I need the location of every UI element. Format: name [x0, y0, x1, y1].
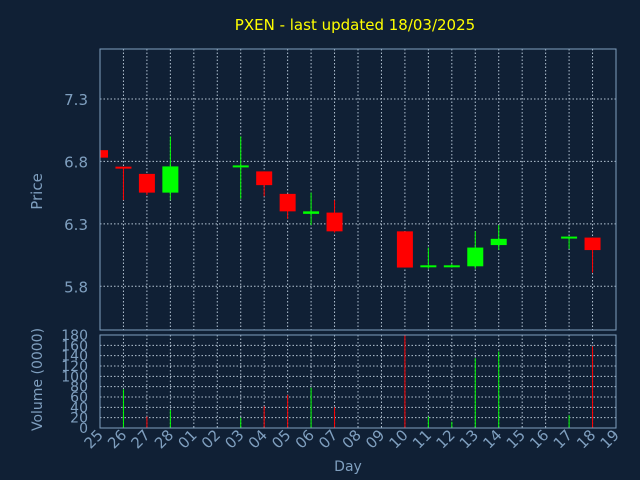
candle-25: [99, 150, 108, 158]
volume-axis-label: Volume (0000): [30, 328, 46, 431]
candle-12: [443, 263, 460, 268]
candle-13: [467, 231, 484, 269]
price-panel: 5.8 6.3 6.8 7.3 Price: [28, 48, 617, 331]
x-tick-labels: 2526272801020304050607080910111213141516…: [81, 426, 623, 452]
candle-28: [162, 136, 179, 201]
volume-bars: [99, 335, 594, 428]
candle-body: [162, 166, 179, 193]
candle-body: [232, 165, 249, 168]
volume-y-tick-label: 160: [61, 338, 88, 354]
candle-14: [490, 225, 507, 251]
candle-26: [115, 166, 132, 201]
candle-06: [303, 192, 320, 226]
candle-04: [256, 171, 273, 197]
candle-body: [443, 265, 460, 268]
price-y-tick-label: 6.3: [64, 216, 88, 234]
volume-y-tick-label: 140: [61, 349, 88, 365]
volume-y-tick-label: 120: [61, 359, 88, 375]
candle-11: [420, 247, 437, 269]
candle-body: [138, 173, 155, 193]
price-y-tick-labels: 5.8 6.3 6.8 7.3: [64, 91, 88, 296]
candle-body: [396, 231, 413, 268]
price-y-tick-label: 6.8: [64, 153, 88, 171]
volume-y-tick-label: 0: [79, 421, 88, 437]
x-axis-label: Day: [334, 459, 362, 475]
candle-18: [584, 237, 601, 273]
volume-y-tick-label: 180: [61, 328, 88, 344]
candle-body: [490, 238, 507, 246]
candle-body: [467, 247, 484, 267]
price-y-tick-label: 7.3: [64, 91, 88, 109]
candle-body: [561, 236, 578, 239]
candle-03: [232, 136, 249, 199]
candle-17: [561, 236, 578, 249]
volume-y-tick-label: 80: [70, 380, 88, 396]
candle-body: [115, 166, 132, 169]
volume-y-tick-label: 60: [70, 390, 88, 406]
candle-body: [420, 265, 437, 268]
candle-body: [303, 211, 320, 214]
price-y-tick-label: 5.8: [64, 278, 88, 296]
volume-y-tick-label: 40: [70, 400, 88, 416]
candle-body: [326, 212, 343, 232]
candle-27: [138, 173, 155, 196]
candle-05: [279, 193, 296, 219]
price-panel-frame: [99, 48, 617, 331]
candle-body: [100, 150, 108, 158]
candle-07: [326, 200, 343, 233]
volume-y-tick-label: 20: [70, 411, 88, 427]
price-candles: [99, 136, 601, 273]
candle-body: [584, 237, 601, 251]
volume-y-tick-label: 100: [61, 369, 88, 385]
price-axis-label: Price: [28, 173, 46, 210]
chart-title: PXEN - last updated 18/03/2025: [235, 16, 475, 34]
volume-panel-frame: [99, 334, 617, 429]
candle-body: [279, 193, 296, 212]
candle-10: [396, 231, 413, 268]
candle-body: [256, 171, 273, 186]
